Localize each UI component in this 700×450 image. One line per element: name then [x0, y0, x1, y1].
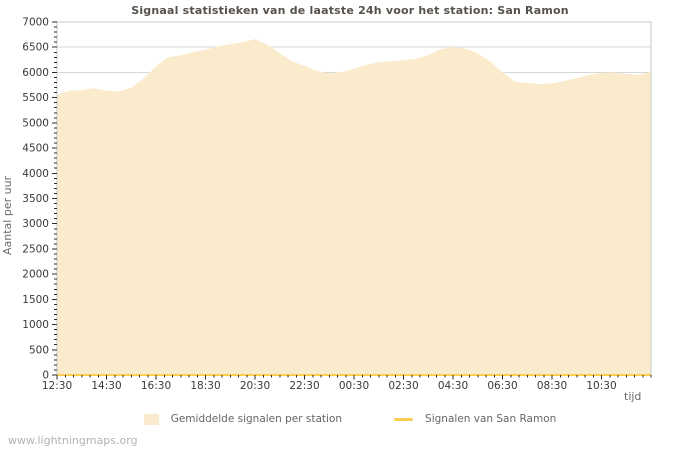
chart-title: Signaal statistieken van de laatste 24h … — [131, 4, 569, 17]
legend-area-swatch — [143, 413, 159, 425]
svg-text:1500: 1500 — [22, 294, 49, 306]
legend-line-label: Signalen van San Ramon — [425, 413, 557, 425]
svg-text:4500: 4500 — [22, 143, 49, 155]
y-tick-labels: 0 500 1000 1500 2000 2500 3000 3500 4000 4500 5000… — [22, 17, 49, 382]
area-series — [57, 39, 651, 375]
x-axis-title: tijd — [624, 390, 642, 403]
legend: Gemiddelde signalen per station Signalen… — [0, 413, 700, 425]
svg-text:6000: 6000 — [22, 67, 49, 79]
svg-text:16:30: 16:30 — [141, 380, 171, 392]
svg-text:02:30: 02:30 — [388, 380, 418, 392]
svg-text:06:30: 06:30 — [487, 380, 517, 392]
svg-text:5500: 5500 — [22, 92, 49, 104]
svg-text:12:30: 12:30 — [42, 380, 72, 392]
svg-text:5000: 5000 — [22, 117, 49, 129]
svg-text:00:30: 00:30 — [339, 380, 369, 392]
svg-text:7000: 7000 — [22, 17, 49, 29]
x-axis-ticks — [56, 375, 652, 380]
x-tick-labels: 12:30 14:30 16:30 18:30 20:30 22:30 00:30 02:30… — [42, 380, 617, 392]
svg-text:18:30: 18:30 — [190, 380, 220, 392]
svg-text:3500: 3500 — [22, 193, 49, 205]
svg-text:0: 0 — [42, 370, 49, 382]
watermark-link[interactable]: www.lightningmaps.org — [8, 434, 138, 447]
legend-line-swatch — [394, 417, 414, 421]
svg-text:6500: 6500 — [22, 42, 49, 54]
svg-text:14:30: 14:30 — [91, 380, 121, 392]
svg-text:22:30: 22:30 — [289, 380, 319, 392]
legend-area-label: Gemiddelde signalen per station — [170, 413, 343, 425]
svg-text:10:30: 10:30 — [586, 380, 616, 392]
svg-text:3000: 3000 — [22, 218, 49, 230]
svg-text:2500: 2500 — [22, 243, 49, 255]
svg-text:500: 500 — [29, 344, 49, 356]
y-axis-ticks — [52, 21, 57, 376]
svg-text:2000: 2000 — [22, 269, 49, 281]
svg-text:08:30: 08:30 — [537, 380, 567, 392]
svg-text:4000: 4000 — [22, 168, 49, 180]
svg-text:04:30: 04:30 — [438, 380, 468, 392]
svg-text:1000: 1000 — [22, 319, 49, 331]
svg-text:20:30: 20:30 — [240, 380, 270, 392]
